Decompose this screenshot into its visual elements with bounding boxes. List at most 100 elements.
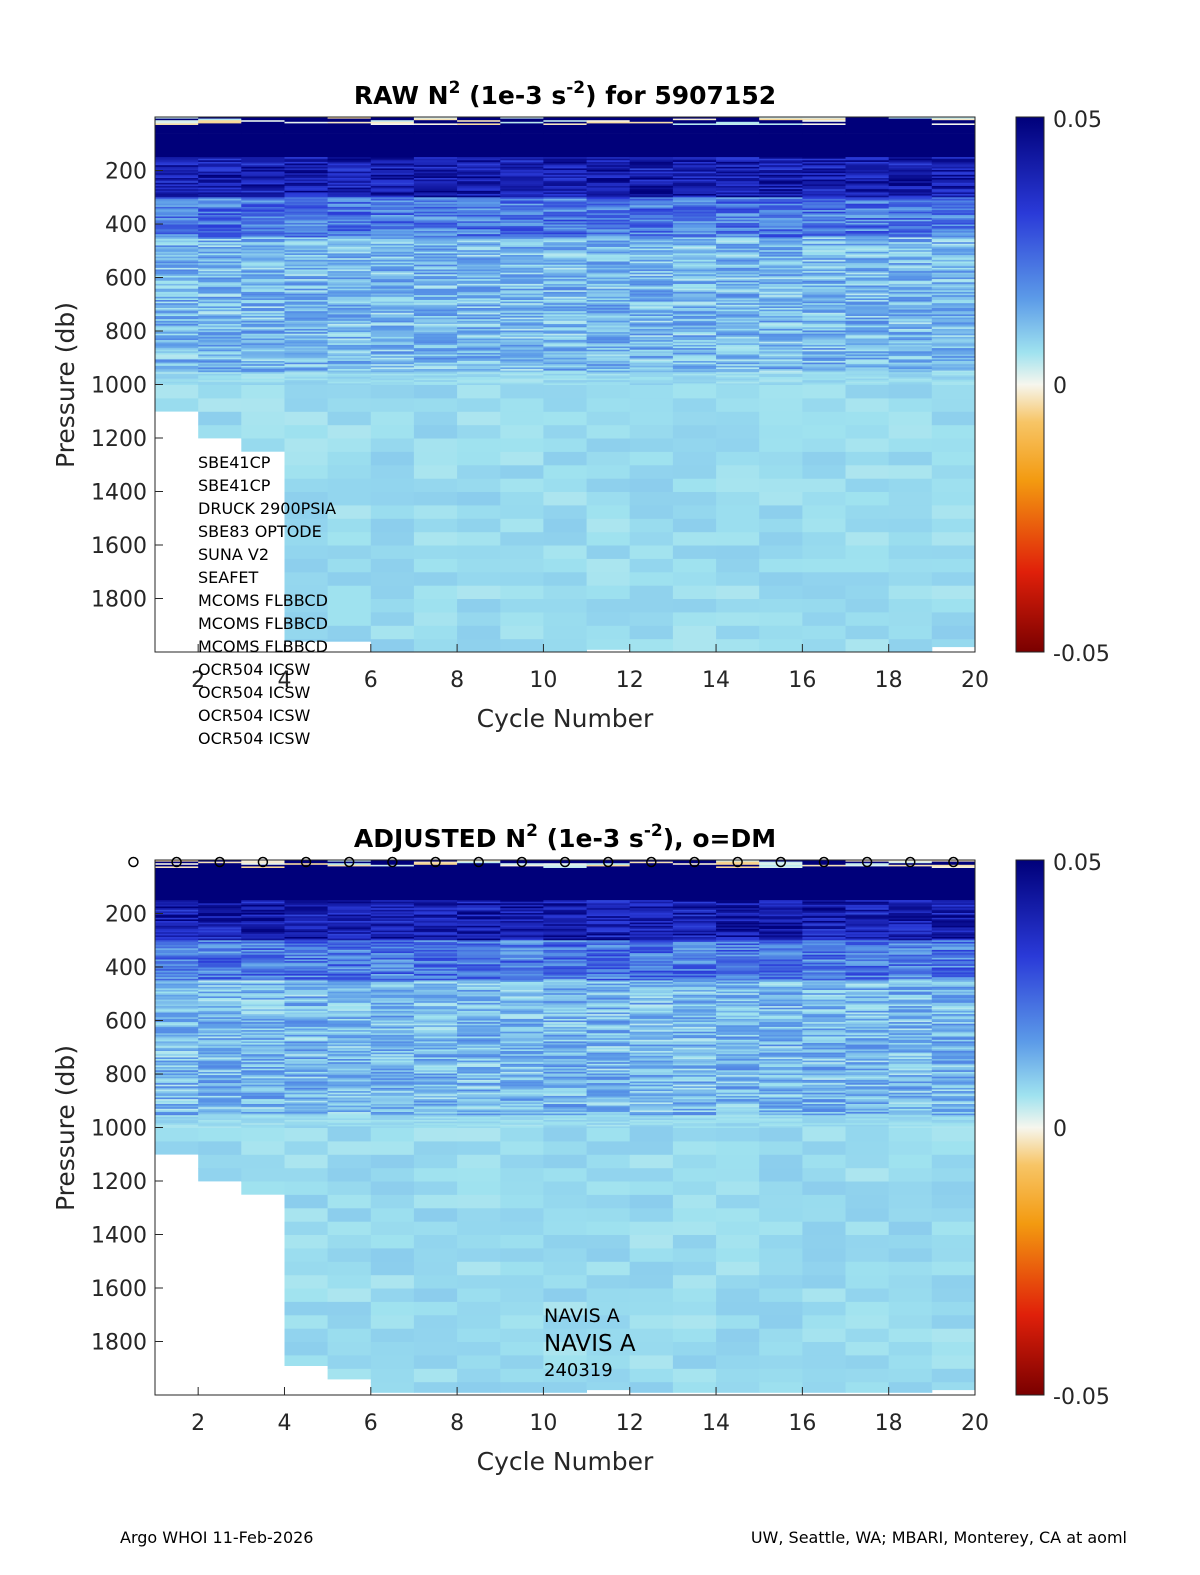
heatmap-cell bbox=[716, 142, 760, 145]
heatmap-cell bbox=[370, 996, 415, 999]
heatmap-cell bbox=[198, 1094, 242, 1097]
heatmap-cell bbox=[284, 860, 329, 862]
heatmap-cell bbox=[370, 300, 415, 302]
heatmap-cell bbox=[457, 267, 501, 270]
heatmap-cell bbox=[716, 133, 760, 136]
heatmap-cell bbox=[413, 1099, 458, 1102]
heatmap-cell bbox=[327, 155, 372, 158]
heatmap-cell bbox=[845, 126, 890, 129]
heatmap-cell bbox=[284, 465, 329, 480]
heatmap-cell bbox=[327, 240, 372, 243]
heatmap-cell bbox=[672, 333, 717, 336]
heatmap-cell bbox=[155, 900, 199, 903]
heatmap-cell bbox=[327, 227, 372, 230]
heatmap-cell bbox=[845, 216, 890, 219]
heatmap-cell bbox=[931, 171, 976, 174]
heatmap-cell bbox=[845, 158, 890, 161]
heatmap-cell bbox=[370, 194, 415, 196]
heatmap-cell bbox=[198, 274, 242, 277]
heatmap-cell bbox=[716, 160, 760, 163]
heatmap-cell bbox=[241, 996, 285, 999]
heatmap-cell bbox=[543, 261, 587, 264]
heatmap-cell bbox=[931, 157, 976, 160]
heatmap-cell bbox=[327, 1034, 372, 1037]
heatmap-cell bbox=[370, 174, 415, 177]
heatmap-cell bbox=[457, 121, 501, 124]
heatmap-cell bbox=[155, 990, 199, 992]
heatmap-cell bbox=[759, 226, 803, 229]
raw-y-axis-label: Pressure (db) bbox=[51, 302, 80, 468]
heatmap-cell bbox=[457, 182, 501, 185]
heatmap-cell bbox=[500, 291, 544, 294]
heatmap-cell bbox=[241, 253, 285, 256]
heatmap-cell bbox=[802, 330, 846, 333]
heatmap-cell bbox=[327, 625, 372, 640]
heatmap-cell bbox=[284, 922, 329, 925]
heatmap-cell bbox=[198, 369, 242, 371]
heatmap-cell bbox=[888, 312, 933, 315]
heatmap-cell bbox=[672, 198, 717, 201]
heatmap-cell bbox=[457, 277, 501, 280]
heatmap-cell bbox=[284, 1089, 329, 1092]
heatmap-cell bbox=[327, 1086, 372, 1089]
heatmap-cell bbox=[241, 1113, 285, 1116]
heatmap-cell bbox=[845, 153, 890, 156]
heatmap-cell bbox=[241, 227, 285, 230]
heatmap-cell bbox=[370, 247, 415, 249]
heatmap-cell bbox=[457, 929, 501, 931]
heatmap-cell bbox=[457, 1036, 501, 1039]
heatmap-cell bbox=[413, 1120, 458, 1122]
heatmap-cell bbox=[413, 964, 458, 967]
raw-heatmap bbox=[155, 117, 976, 653]
heatmap-column-cycle-12 bbox=[629, 117, 674, 653]
heatmap-cell bbox=[284, 993, 329, 996]
heatmap-cell bbox=[457, 877, 501, 880]
heatmap-cell bbox=[284, 221, 329, 224]
heatmap-cell bbox=[327, 949, 372, 952]
heatmap-cell bbox=[888, 352, 933, 355]
heatmap-cell bbox=[802, 349, 846, 352]
heatmap-cell bbox=[198, 1026, 242, 1029]
heatmap-cell bbox=[327, 301, 372, 304]
heatmap-cell bbox=[543, 253, 587, 256]
heatmap-cell bbox=[543, 304, 587, 307]
heatmap-cell bbox=[413, 335, 458, 338]
heatmap-cell bbox=[241, 982, 285, 984]
heatmap-cell bbox=[284, 861, 329, 864]
heatmap-cell bbox=[888, 327, 933, 330]
heatmap-cell bbox=[155, 123, 199, 126]
heatmap-cell bbox=[716, 243, 760, 246]
heatmap-cell bbox=[931, 328, 976, 331]
heatmap-cell bbox=[716, 312, 760, 315]
heatmap-cell bbox=[241, 985, 285, 988]
heatmap-cell bbox=[327, 884, 372, 887]
heatmap-cell bbox=[198, 1089, 242, 1092]
heatmap-cell bbox=[586, 380, 631, 383]
heatmap-cell bbox=[629, 364, 674, 367]
heatmap-cell bbox=[327, 1275, 372, 1289]
heatmap-cell bbox=[543, 240, 587, 243]
heatmap-cell bbox=[500, 213, 544, 216]
heatmap-cell bbox=[845, 120, 890, 123]
heatmap-cell bbox=[327, 1007, 372, 1010]
heatmap-cell bbox=[802, 179, 846, 182]
heatmap-cell bbox=[155, 232, 199, 235]
heatmap-cell bbox=[543, 181, 587, 184]
heatmap-cell bbox=[802, 144, 846, 147]
heatmap-cell bbox=[672, 340, 717, 343]
heatmap-cell bbox=[198, 941, 242, 944]
heatmap-cell bbox=[500, 324, 544, 326]
heatmap-cell bbox=[327, 259, 372, 262]
heatmap-cell bbox=[586, 357, 631, 360]
heatmap-cell bbox=[370, 1046, 415, 1049]
heatmap-cell bbox=[716, 147, 760, 150]
heatmap-cell bbox=[888, 251, 933, 254]
heatmap-cell bbox=[284, 303, 329, 306]
heatmap-cell bbox=[327, 978, 372, 981]
heatmap-cell bbox=[155, 961, 199, 964]
heatmap-cell bbox=[370, 362, 415, 365]
heatmap-cell bbox=[457, 874, 501, 877]
heatmap-cell bbox=[284, 1020, 329, 1023]
heatmap-cell bbox=[327, 1017, 372, 1020]
heatmap-cell bbox=[155, 298, 199, 301]
